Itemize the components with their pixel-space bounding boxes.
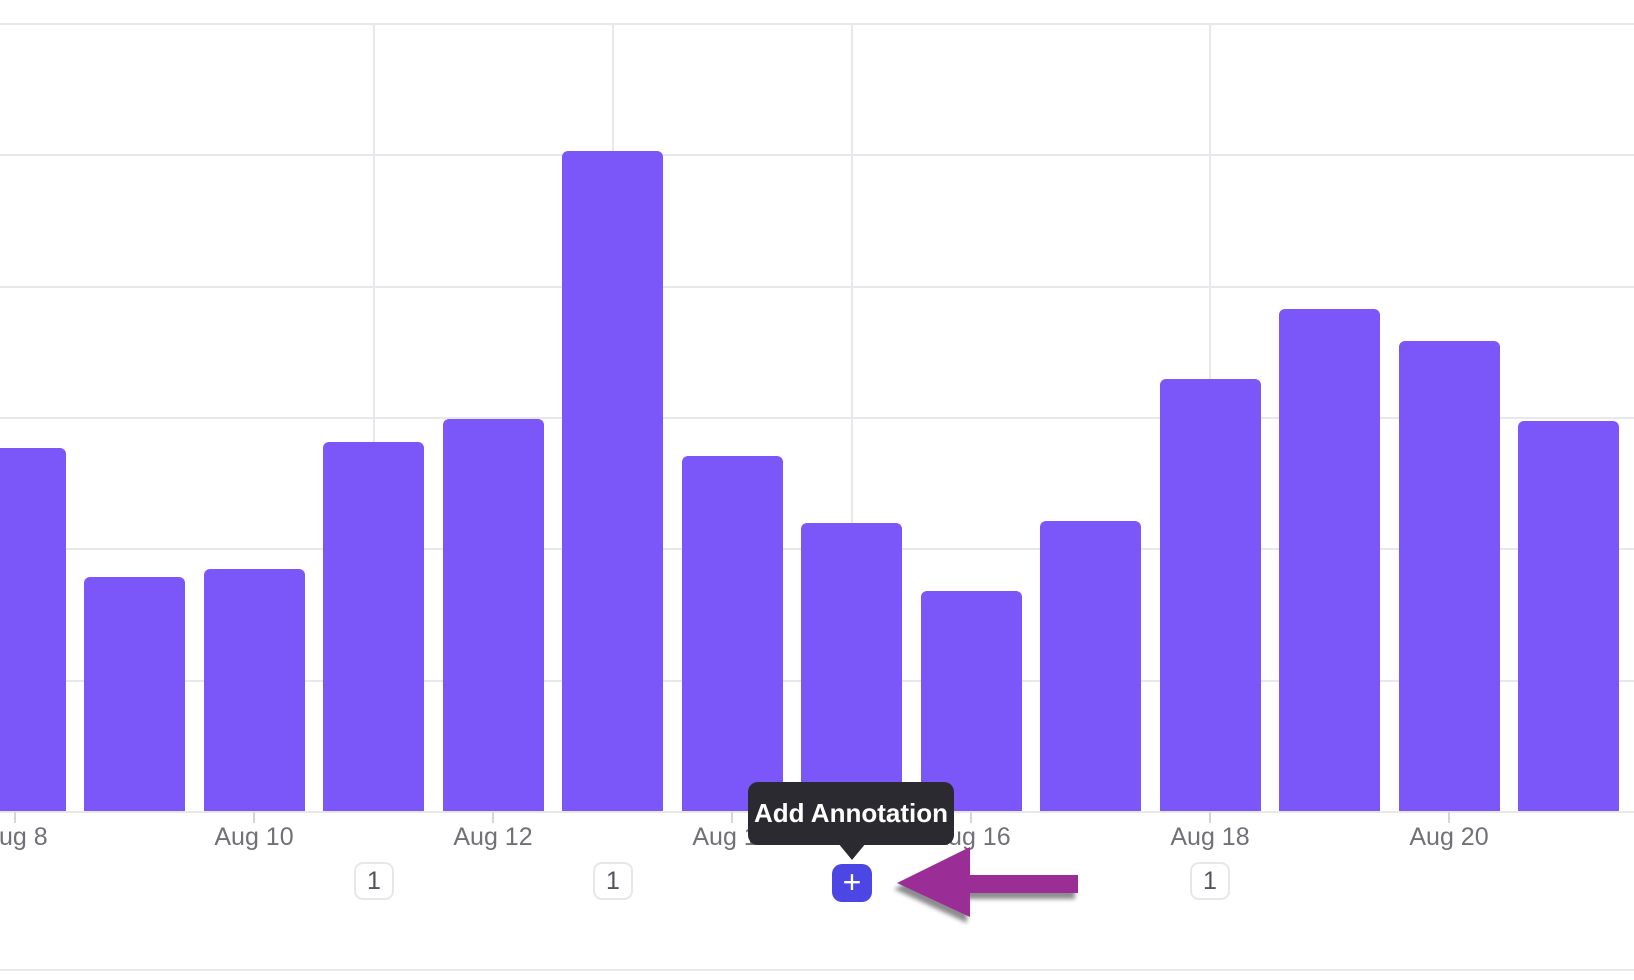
add-annotation-button[interactable]: + (832, 864, 872, 902)
x-axis-tick (1448, 812, 1450, 823)
bar-aug-9[interactable] (84, 577, 185, 811)
bar-aug-14[interactable] (682, 456, 783, 811)
x-axis-label: Aug 20 (1409, 823, 1489, 851)
bar-aug-18[interactable] (1160, 379, 1261, 811)
plus-icon: + (842, 863, 862, 900)
x-axis-label: Aug 10 (214, 823, 294, 851)
gridline (0, 286, 1634, 288)
annotation-badge-aug-18[interactable]: 1 (1190, 862, 1230, 900)
gridline (0, 417, 1634, 419)
annotation-marker-line (1209, 23, 1211, 379)
gridline (0, 154, 1634, 156)
annotation-marker-line (612, 23, 614, 151)
x-axis-label: Aug 12 (453, 823, 533, 851)
bar-aug-10[interactable] (204, 569, 305, 811)
x-axis-label: Aug 8 (0, 823, 48, 851)
tooltip-label: Add Annotation (754, 798, 948, 828)
add-annotation-tooltip: Add Annotation (748, 782, 954, 845)
pointer-arrow-icon (897, 847, 1078, 917)
bar-aug-21[interactable] (1518, 421, 1619, 811)
bar-aug-16[interactable] (921, 591, 1022, 811)
x-axis-tick (731, 812, 733, 823)
annotation-marker-line (851, 23, 853, 523)
bar-aug-19[interactable] (1279, 309, 1380, 811)
annotation-badge-aug-13[interactable]: 1 (593, 862, 633, 900)
bar-aug-17[interactable] (1040, 521, 1141, 811)
bar-aug-12[interactable] (443, 419, 544, 811)
annotation-badge-aug-11[interactable]: 1 (354, 862, 394, 900)
bar-aug-13[interactable] (562, 151, 663, 811)
x-axis-tick (14, 812, 16, 823)
gridline (0, 23, 1634, 25)
bar-aug-11[interactable] (323, 442, 424, 811)
tooltip-caret (838, 843, 866, 860)
bar-aug-8[interactable] (0, 448, 66, 811)
x-axis-label: Aug 18 (1170, 823, 1250, 851)
x-axis-tick (253, 812, 255, 823)
section-divider (0, 969, 1634, 971)
x-axis-tick (492, 812, 494, 823)
annotation-marker-line (373, 23, 375, 442)
x-axis-tick (1209, 812, 1211, 823)
bar-aug-20[interactable] (1399, 341, 1500, 811)
x-axis-tick (970, 812, 972, 823)
bar-aug-15[interactable] (801, 523, 902, 811)
